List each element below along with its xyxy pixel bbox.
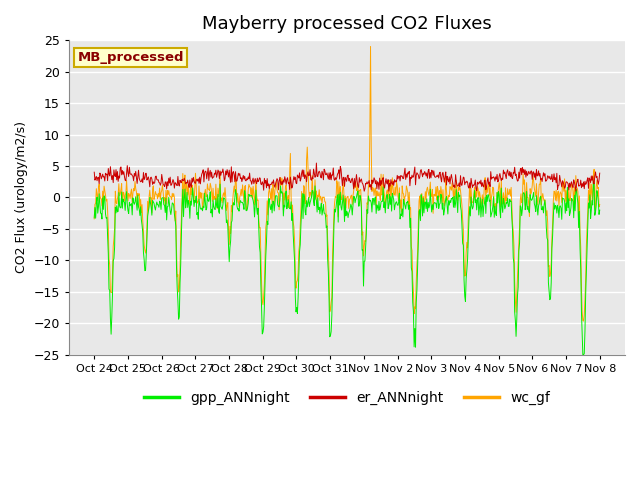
Title: Mayberry processed CO2 Fluxes: Mayberry processed CO2 Fluxes (202, 15, 492, 33)
Text: MB_processed: MB_processed (77, 51, 184, 64)
Legend: gpp_ANNnight, er_ANNnight, wc_gf: gpp_ANNnight, er_ANNnight, wc_gf (138, 385, 556, 411)
Y-axis label: CO2 Flux (urology/m2/s): CO2 Flux (urology/m2/s) (15, 121, 28, 274)
